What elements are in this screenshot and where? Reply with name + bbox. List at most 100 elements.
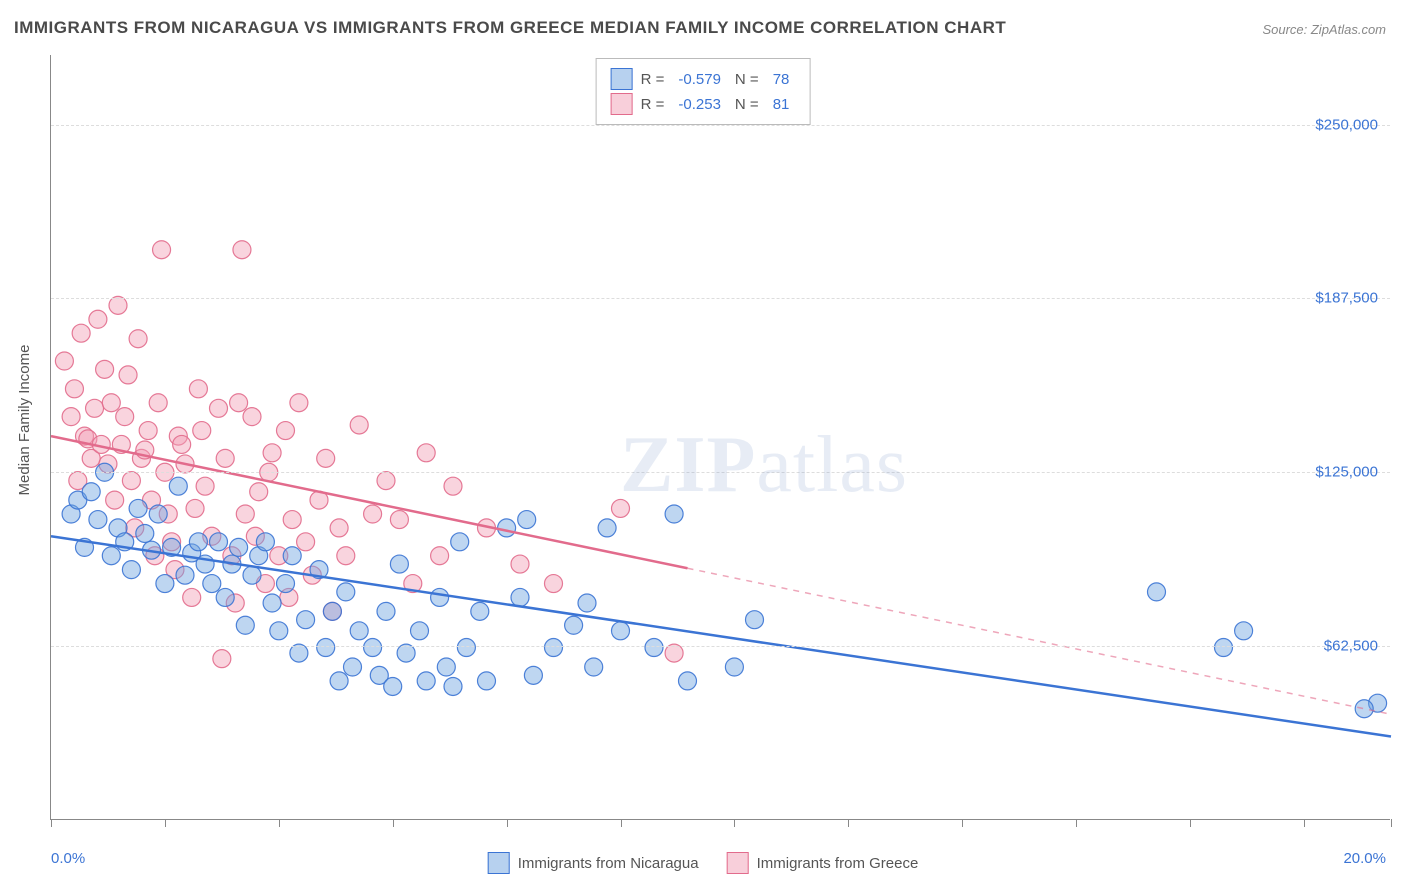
data-point	[411, 622, 429, 640]
data-point	[277, 422, 295, 440]
data-point	[471, 602, 489, 620]
x-tick	[734, 819, 735, 827]
n-label: N =	[735, 71, 759, 88]
data-point	[106, 491, 124, 509]
data-point	[545, 575, 563, 593]
data-point	[186, 499, 204, 517]
data-point	[89, 511, 107, 529]
data-point	[86, 399, 104, 417]
data-point	[65, 380, 83, 398]
data-point	[297, 533, 315, 551]
x-tick	[1190, 819, 1191, 827]
data-point	[565, 616, 583, 634]
data-point	[518, 511, 536, 529]
data-point	[612, 622, 630, 640]
data-point	[498, 519, 516, 537]
data-point	[725, 658, 743, 676]
data-point	[210, 533, 228, 551]
data-point	[216, 588, 234, 606]
data-point	[62, 408, 80, 426]
correlation-legend: R = -0.579 N = 78 R = -0.253 N = 81	[596, 58, 811, 125]
x-tick	[621, 819, 622, 827]
data-point	[129, 499, 147, 517]
x-tick	[165, 819, 166, 827]
chart-title: IMMIGRANTS FROM NICARAGUA VS IMMIGRANTS …	[14, 18, 1006, 38]
data-point	[457, 639, 475, 657]
gridline	[51, 472, 1390, 473]
data-point	[350, 416, 368, 434]
data-point	[119, 366, 137, 384]
data-point	[417, 444, 435, 462]
data-point	[585, 658, 603, 676]
data-point	[236, 505, 254, 523]
data-point	[156, 575, 174, 593]
data-point	[139, 422, 157, 440]
data-point	[210, 399, 228, 417]
data-point	[233, 241, 251, 259]
data-point	[478, 672, 496, 690]
x-tick	[1391, 819, 1392, 827]
data-point	[153, 241, 171, 259]
data-point	[203, 575, 221, 593]
data-point	[317, 449, 335, 467]
data-point	[230, 394, 248, 412]
data-point	[55, 352, 73, 370]
data-point	[283, 547, 301, 565]
data-point	[524, 666, 542, 684]
data-point	[250, 483, 268, 501]
data-point	[451, 533, 469, 551]
data-point	[196, 477, 214, 495]
data-point	[183, 588, 201, 606]
data-point	[511, 555, 529, 573]
r-label: R =	[641, 71, 665, 88]
legend-row-greece: R = -0.253 N = 81	[611, 93, 796, 115]
trend-line-extrapolated	[688, 568, 1392, 714]
data-point	[377, 602, 395, 620]
data-point	[270, 622, 288, 640]
gridline	[51, 646, 1390, 647]
data-point	[176, 566, 194, 584]
y-axis-label: Median Family Income	[16, 345, 33, 496]
legend-item-greece: Immigrants from Greece	[727, 852, 919, 874]
data-point	[149, 394, 167, 412]
data-point	[89, 310, 107, 328]
data-point	[545, 639, 563, 657]
data-point	[344, 658, 362, 676]
swatch-greece	[611, 93, 633, 115]
data-point	[390, 555, 408, 573]
legend-item-nicaragua: Immigrants from Nicaragua	[488, 852, 699, 874]
data-point	[230, 538, 248, 556]
x-tick-label-min: 0.0%	[51, 850, 85, 867]
data-point	[102, 547, 120, 565]
data-point	[612, 499, 630, 517]
data-point	[189, 380, 207, 398]
data-point	[1235, 622, 1253, 640]
series-legend: Immigrants from Nicaragua Immigrants fro…	[488, 852, 919, 874]
x-tick	[279, 819, 280, 827]
data-point	[290, 394, 308, 412]
legend-label-nicaragua: Immigrants from Nicaragua	[518, 855, 699, 872]
data-point	[337, 583, 355, 601]
data-point	[665, 505, 683, 523]
data-point	[444, 477, 462, 495]
data-point	[645, 639, 663, 657]
data-point	[243, 408, 261, 426]
source-attribution: Source: ZipAtlas.com	[1262, 22, 1386, 37]
y-tick-label: $250,000	[1315, 116, 1378, 133]
x-tick	[1076, 819, 1077, 827]
swatch-nicaragua	[611, 68, 633, 90]
data-point	[149, 505, 167, 523]
gridline	[51, 298, 1390, 299]
x-tick	[1304, 819, 1305, 827]
data-point	[283, 511, 301, 529]
data-point	[431, 588, 449, 606]
data-point	[189, 533, 207, 551]
trend-line	[51, 536, 1391, 736]
data-point	[578, 594, 596, 612]
plot-area: $62,500$125,000$187,500$250,0000.0%20.0%	[50, 55, 1390, 820]
data-point	[431, 547, 449, 565]
n-value-nicaragua: 78	[773, 71, 790, 88]
x-tick	[962, 819, 963, 827]
y-tick-label: $62,500	[1324, 638, 1378, 655]
n-label: N =	[735, 96, 759, 113]
